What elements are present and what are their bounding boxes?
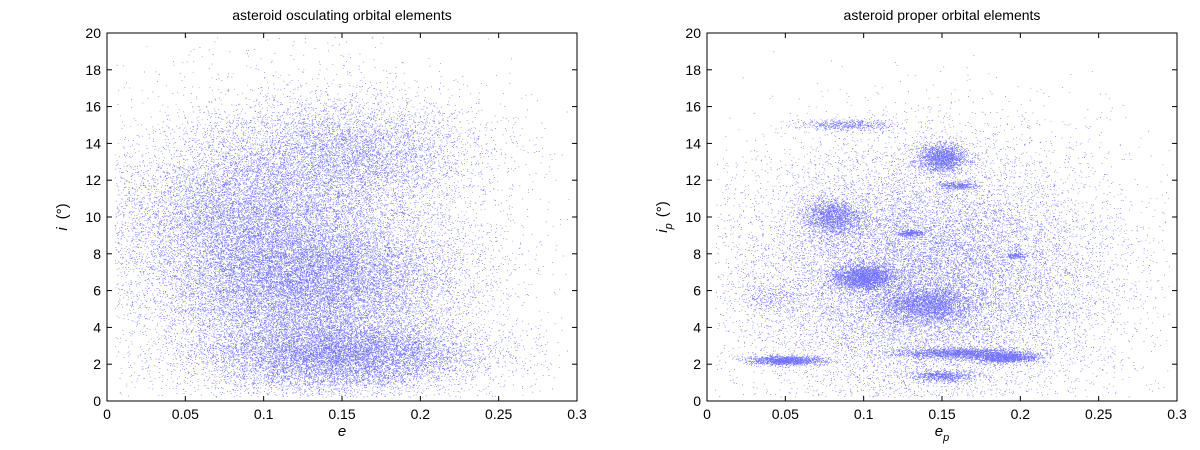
- data-points: [114, 36, 570, 398]
- x-tick-label: 0: [103, 406, 111, 422]
- x-tick-label: 0.25: [485, 406, 512, 422]
- y-tick-label: 12: [85, 172, 101, 188]
- scatter-plot-osculating: asteroid osculating orbital elements 0 0.0…: [54, 7, 587, 440]
- x-tick-label: 0.2: [1011, 406, 1031, 422]
- x-tick-label: 0: [703, 406, 711, 422]
- y-tick-label: 18: [85, 62, 101, 78]
- y-tick-label: 16: [85, 99, 101, 115]
- x-tick-label: 0.05: [172, 406, 199, 422]
- x-axis-label-sub: p: [942, 432, 949, 444]
- y-tick-label: 8: [93, 246, 101, 262]
- y-axis-unit: (°): [654, 201, 671, 217]
- y-tick-label: 6: [693, 283, 701, 299]
- x-axis-label: ep: [935, 423, 949, 444]
- y-tick-label: 14: [685, 135, 701, 151]
- y-tick-label: 2: [93, 356, 101, 372]
- y-tick-label: 4: [93, 319, 101, 335]
- y-tick-label: 18: [685, 62, 701, 78]
- y-tick-label: 10: [685, 209, 701, 225]
- y-tick-label: 0: [93, 393, 101, 409]
- y-tick-label: 16: [685, 99, 701, 115]
- y-axis: 0 2 4 6 8 10 12 14 16 18 20: [685, 25, 1177, 409]
- x-tick-label: 0.15: [328, 406, 355, 422]
- y-tick-label: 20: [685, 25, 701, 41]
- y-axis: 0 2 4 6 8 10 12 14 16 18 20: [85, 25, 577, 409]
- y-tick-label: 2: [693, 356, 701, 372]
- y-axis-label: i(°): [54, 203, 71, 230]
- x-tick-label: 0.05: [772, 406, 799, 422]
- chart-proper: asteroid proper orbital elements 0 0.05 0.1…: [600, 0, 1200, 450]
- y-tick-label: 20: [85, 25, 101, 41]
- y-tick-label: 4: [693, 319, 701, 335]
- scatter-points: [715, 51, 1170, 398]
- x-axis: 0 0.05 0.1 0.15 0.2 0.25 0.3: [103, 33, 587, 422]
- x-axis-label: e: [338, 423, 346, 440]
- scatter-plot-proper: asteroid proper orbital elements 0 0.05 0.1…: [654, 7, 1187, 444]
- y-tick-label: 14: [85, 135, 101, 151]
- x-tick-label: 0.3: [567, 406, 587, 422]
- scatter-points: [114, 36, 570, 398]
- chart-title: asteroid proper orbital elements: [844, 7, 1041, 23]
- x-tick-label: 0.1: [254, 406, 274, 422]
- y-tick-label: 6: [93, 283, 101, 299]
- y-tick-label: 10: [85, 209, 101, 225]
- y-axis-unit: (°): [54, 203, 71, 219]
- x-tick-label: 0.2: [411, 406, 431, 422]
- x-tick-label: 0.3: [1167, 406, 1187, 422]
- y-axis-label: ip(°): [654, 201, 675, 232]
- y-axis-label-sub: p: [663, 223, 675, 230]
- plot-frame: [706, 32, 1178, 402]
- x-tick-label: 0.25: [1085, 406, 1112, 422]
- y-tick-label: 0: [693, 393, 701, 409]
- y-tick-label: 12: [685, 172, 701, 188]
- x-tick-label: 0.15: [928, 406, 955, 422]
- x-tick-label: 0.1: [854, 406, 874, 422]
- y-tick-label: 8: [693, 246, 701, 262]
- data-points: [715, 51, 1170, 398]
- x-axis: 0 0.05 0.1 0.15 0.2 0.25 0.3: [703, 33, 1187, 422]
- chart-title: asteroid osculating orbital elements: [232, 7, 451, 23]
- chart-osculating: asteroid osculating orbital elements 0 0.0…: [54, 7, 587, 440]
